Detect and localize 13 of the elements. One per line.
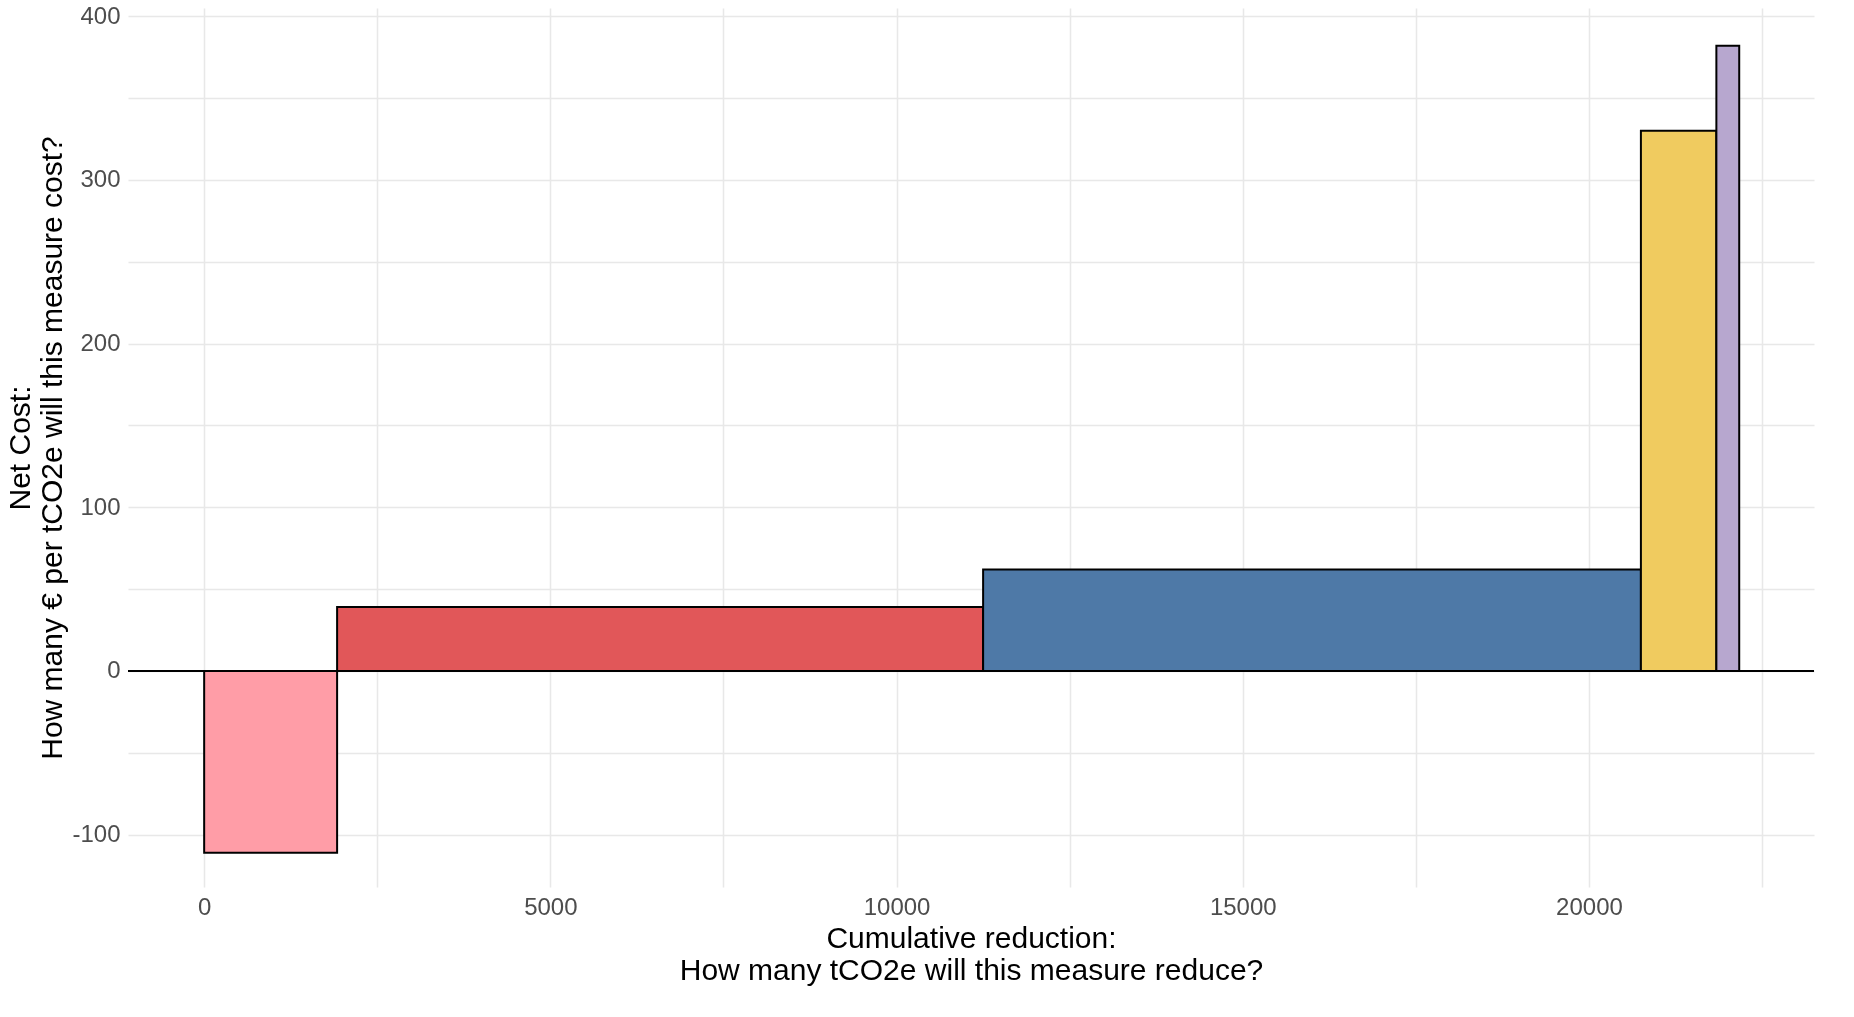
x-axis-title: Cumulative reduction: How many tCO2e will this measure reduce? [679,920,1264,986]
y-tick-label: 0 [107,656,121,684]
y-tick-label: 100 [80,492,121,520]
x-tick-label: 15000 [1209,892,1277,920]
y-axis-title: Net Cost: How many € per tCO2e will this measure cost? [3,136,69,760]
y-tick-label: 300 [80,165,121,193]
y-tick-label: 200 [80,329,121,357]
x-tick-label: 10000 [863,892,931,920]
y-tick-label: -100 [72,820,121,848]
x-tick-label: 5000 [524,892,578,920]
x-tick-label: 20000 [1556,892,1623,920]
y-tick-label: 400 [80,1,121,29]
x-tick-label: 0 [197,892,212,920]
